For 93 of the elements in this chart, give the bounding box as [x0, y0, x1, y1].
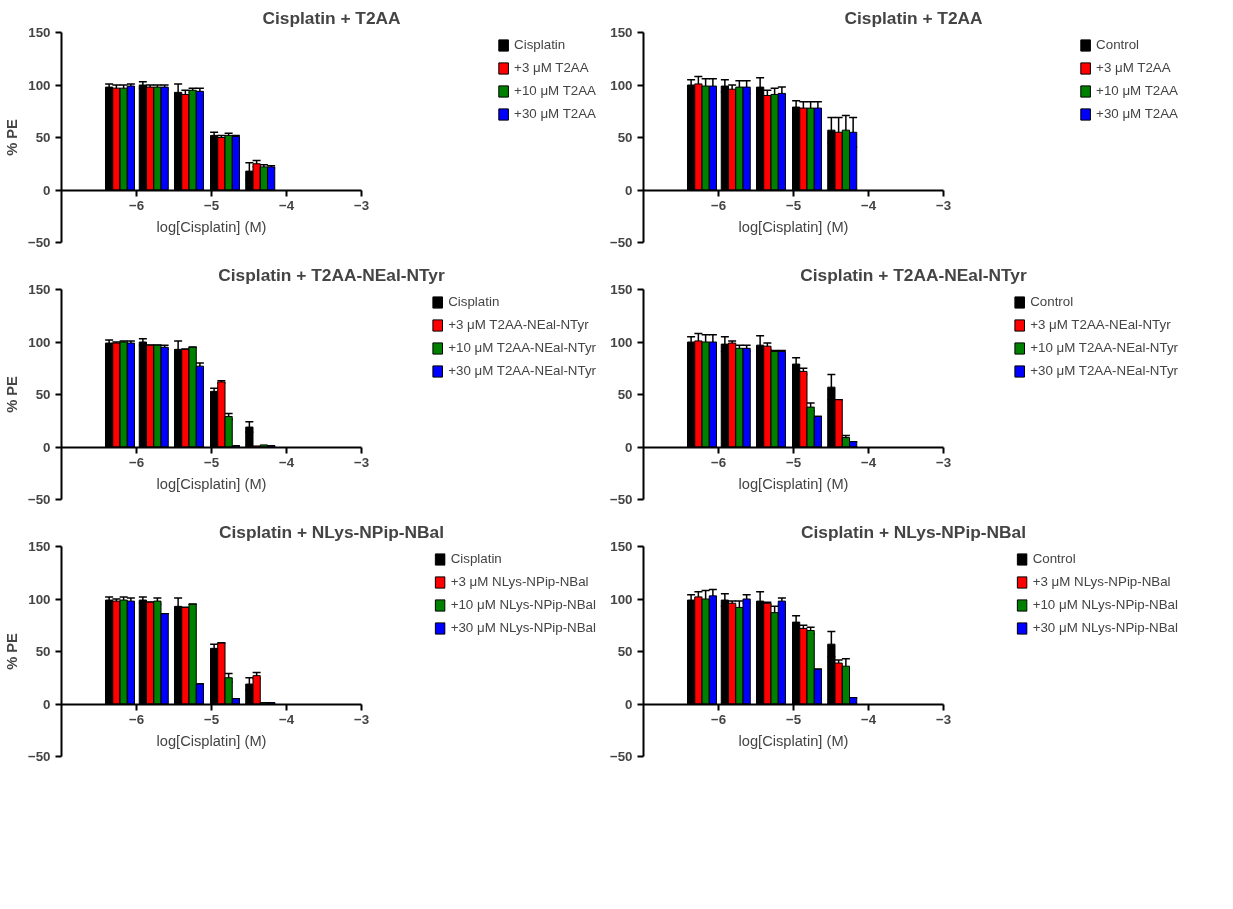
x-axis-title: log[Cisplatin] (M) — [156, 218, 267, 235]
legend-label: +30 μM NLys-NPip-NBal — [450, 620, 596, 635]
y-tick-label: 50 — [35, 130, 51, 145]
x-tick-label: −4 — [278, 455, 295, 470]
legend-label: +3 μM T2AA — [1096, 60, 1171, 75]
x-tick-label: −5 — [203, 198, 220, 213]
x-tick-label: −5 — [785, 198, 802, 213]
y-tick-label: 50 — [617, 644, 633, 659]
y-tick-label: 100 — [28, 77, 51, 93]
legend-label: +30 μM T2AA — [1096, 106, 1178, 121]
y-tick-label: −50 — [609, 749, 633, 764]
x-tick-label: −6 — [710, 198, 727, 213]
y-tick-label: 0 — [43, 696, 51, 712]
y-tick-label: 0 — [625, 696, 633, 712]
y-tick-label: 150 — [610, 539, 633, 554]
y-tick-label: 100 — [28, 334, 51, 350]
x-tick-label: −6 — [710, 712, 727, 727]
y-tick-label: 0 — [43, 182, 51, 198]
x-axis-title: log[Cisplatin] (M) — [738, 218, 849, 235]
y-axis-title: % PE — [3, 632, 20, 670]
legend-label: +10 μM NLys-NPip-NBal — [1032, 597, 1178, 612]
x-tick-label: −6 — [710, 455, 727, 470]
y-tick-label: −50 — [27, 492, 51, 507]
x-tick-label: −4 — [860, 455, 877, 470]
chart-title: Cisplatin + T2AA — [844, 7, 984, 28]
x-tick-label: −3 — [353, 712, 370, 727]
chart-title: Cisplatin + NLys-NPip-NBal — [800, 521, 1027, 542]
legend-label: Control — [1032, 551, 1076, 566]
y-tick-label: 150 — [28, 282, 51, 297]
legend-label: +30 μM NLys-NPip-NBal — [1032, 620, 1178, 635]
y-tick-label: −50 — [27, 749, 51, 764]
legend-label: Control — [1030, 294, 1074, 309]
x-axis-title: log[Cisplatin] (M) — [738, 475, 849, 492]
y-tick-label: 50 — [35, 387, 51, 402]
x-tick-label: −3 — [935, 198, 952, 213]
y-tick-label: −50 — [609, 492, 633, 507]
y-axis-title: % PE — [3, 375, 20, 413]
legend-label: +3 μM T2AA-NEal-NTyr — [448, 317, 589, 332]
x-axis-title: log[Cisplatin] (M) — [156, 732, 267, 749]
y-tick-label: 0 — [625, 182, 633, 198]
y-tick-label: 150 — [28, 25, 51, 40]
legend-label: +3 μM T2AA — [514, 60, 589, 75]
x-tick-label: −4 — [278, 712, 295, 727]
y-tick-label: 100 — [610, 591, 633, 607]
legend-label: +30 μM T2AA — [514, 106, 596, 121]
legend-label: +10 μM T2AA — [514, 83, 596, 98]
y-axis-title: % PE — [3, 118, 20, 156]
legend-label: +10 μM T2AA-NEal-NTyr — [448, 340, 596, 355]
y-tick-label: −50 — [27, 235, 51, 250]
chart-title: Cisplatin + T2AA — [262, 7, 402, 28]
chart-title: Cisplatin + T2AA-NEal-NTyr — [218, 264, 445, 285]
legend-label: +10 μM NLys-NPip-NBal — [450, 597, 596, 612]
x-tick-label: −5 — [203, 455, 220, 470]
x-axis-title: log[Cisplatin] (M) — [738, 732, 849, 749]
x-tick-label: −5 — [785, 455, 802, 470]
x-tick-label: −3 — [935, 455, 952, 470]
y-tick-label: 100 — [28, 591, 51, 607]
chart-title: Cisplatin + NLys-NPip-NBal — [218, 521, 445, 542]
x-tick-label: −4 — [860, 712, 877, 727]
x-tick-label: −6 — [128, 455, 145, 470]
legend-label: Cisplatin — [514, 37, 566, 52]
legend-label: +30 μM T2AA-NEal-NTyr — [1030, 363, 1178, 378]
chart-title: Cisplatin + T2AA-NEal-NTyr — [800, 264, 1027, 285]
x-tick-label: −4 — [860, 198, 877, 213]
legend-label: Cisplatin — [450, 551, 502, 566]
y-tick-label: 150 — [610, 282, 633, 297]
x-axis-title: log[Cisplatin] (M) — [156, 475, 267, 492]
y-tick-label: −50 — [609, 235, 633, 250]
y-tick-label: 0 — [43, 439, 51, 455]
x-tick-label: −6 — [128, 198, 145, 213]
x-tick-label: −3 — [935, 712, 952, 727]
x-tick-label: −6 — [128, 712, 145, 727]
x-tick-label: −5 — [203, 712, 220, 727]
y-tick-label: 150 — [28, 539, 51, 554]
y-tick-label: 0 — [625, 439, 633, 455]
legend-label: +10 μM T2AA-NEal-NTyr — [1030, 340, 1178, 355]
x-tick-label: −4 — [278, 198, 295, 213]
y-tick-label: 50 — [35, 644, 51, 659]
legend-label: +30 μM T2AA-NEal-NTyr — [448, 363, 596, 378]
legend-label: Cisplatin — [448, 294, 500, 309]
y-tick-label: 100 — [610, 334, 633, 350]
legend-label: Control — [1096, 37, 1140, 52]
y-tick-label: 50 — [617, 387, 633, 402]
legend-label: +3 μM T2AA-NEal-NTyr — [1030, 317, 1171, 332]
legend-label: +10 μM T2AA — [1096, 83, 1178, 98]
legend-label: +3 μM NLys-NPip-NBal — [450, 574, 589, 589]
x-tick-label: −5 — [785, 712, 802, 727]
x-tick-label: −3 — [353, 198, 370, 213]
y-tick-label: 100 — [610, 77, 633, 93]
y-tick-label: 50 — [617, 130, 633, 145]
y-tick-label: 150 — [610, 25, 633, 40]
x-tick-label: −3 — [353, 455, 370, 470]
legend-label: +3 μM NLys-NPip-NBal — [1032, 574, 1171, 589]
